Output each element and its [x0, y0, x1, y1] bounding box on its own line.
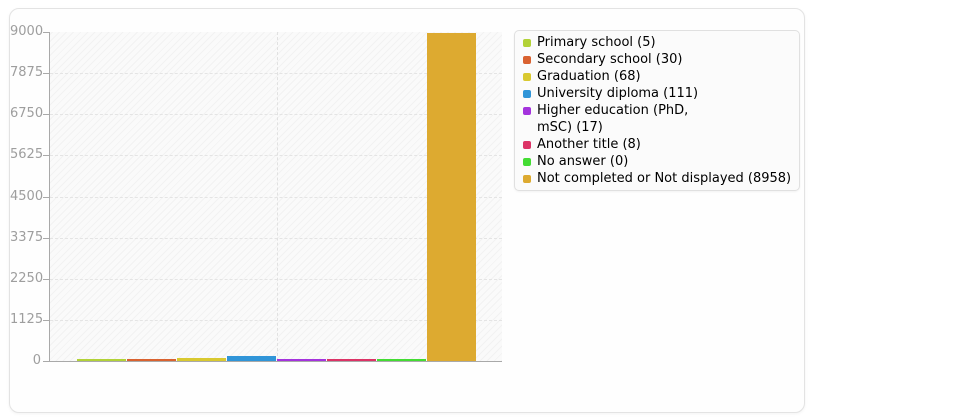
bar-primary-school[interactable]: [77, 359, 126, 361]
legend-label: Primary school (5): [537, 35, 656, 50]
gridline: [50, 155, 502, 157]
legend-marker-icon: [523, 158, 531, 166]
y-axis: 0 1125 2250 3375 4500 5625 6750 7875 9000: [10, 25, 44, 368]
legend-label: Graduation (68): [537, 69, 641, 84]
gridline: [50, 237, 502, 239]
legend-item-not-completed-or-not-displayed: Not completed or Not displayed (8958): [523, 170, 791, 187]
legend-label: University diploma (111): [537, 86, 699, 101]
y-axis-tick: [43, 361, 50, 362]
legend-label: Secondary school (30): [537, 52, 683, 67]
y-axis-tick: [43, 319, 50, 321]
legend-label: Another title (8): [537, 137, 641, 152]
legend-label: Higher education (PhD, mSC) (17): [537, 103, 689, 135]
center-divider-line: [277, 32, 278, 361]
plot-area: [43, 32, 502, 362]
gridline: [50, 319, 502, 321]
y-tick-label: 3375: [10, 229, 44, 245]
legend-item-primary-school: Primary school (5): [523, 34, 791, 51]
bar-no-answer[interactable]: [377, 359, 426, 361]
legend-marker-icon: [523, 175, 531, 183]
gridline: [50, 114, 502, 116]
bar-not-completed-or-not-displayed[interactable]: [427, 32, 476, 361]
y-axis-tick: [43, 196, 50, 198]
y-tick-label: 7875: [10, 65, 44, 81]
y-axis-tick: [43, 114, 50, 116]
legend-label: Not completed or Not displayed (8958): [537, 171, 792, 186]
legend-marker-icon: [523, 107, 531, 115]
legend-marker-icon: [523, 56, 531, 64]
legend-item-university-diploma: University diploma (111): [523, 85, 791, 102]
y-tick-label: 2250: [10, 270, 44, 286]
bar-secondary-school[interactable]: [127, 358, 176, 361]
legend-item-graduation: Graduation (68): [523, 68, 791, 85]
bar-another-title[interactable]: [327, 359, 376, 361]
y-tick-label: 0: [32, 353, 41, 368]
y-tick-label: 6750: [10, 106, 44, 122]
y-axis-tick: [43, 237, 50, 239]
legend-marker-icon: [523, 141, 531, 149]
legend-item-higher-education-phd-msc: Higher education (PhD, mSC) (17): [523, 102, 791, 136]
gridline: [50, 278, 502, 280]
y-tick-label: 5625: [10, 147, 44, 163]
y-axis-tick: [43, 73, 50, 75]
gridline: [50, 73, 502, 75]
gridline: [50, 196, 502, 198]
legend-item-no-answer: No answer (0): [523, 153, 791, 170]
bar-graduation[interactable]: [177, 357, 226, 361]
legend-marker-icon: [523, 90, 531, 98]
y-tick-label: 1125: [10, 311, 44, 327]
legend-label: No answer (0): [537, 154, 629, 169]
legend-marker-icon: [523, 39, 531, 47]
bar-higher-education-phd-msc[interactable]: [277, 359, 326, 361]
legend: Primary school (5) Secondary school (30) G…: [514, 30, 801, 191]
legend-marker-icon: [523, 73, 531, 81]
y-tick-label: 9000: [10, 24, 44, 39]
y-axis-tick: [43, 32, 50, 33]
bar-university-diploma[interactable]: [227, 355, 276, 361]
legend-item-another-title: Another title (8): [523, 136, 791, 153]
chart-card: 0 1125 2250 3375 4500 5625 6750 7875 9000 Primar…: [9, 8, 805, 413]
legend-item-secondary-school: Secondary school (30): [523, 51, 791, 68]
y-axis-tick: [43, 155, 50, 157]
y-tick-label: 4500: [10, 188, 44, 204]
y-axis-tick: [43, 278, 50, 280]
